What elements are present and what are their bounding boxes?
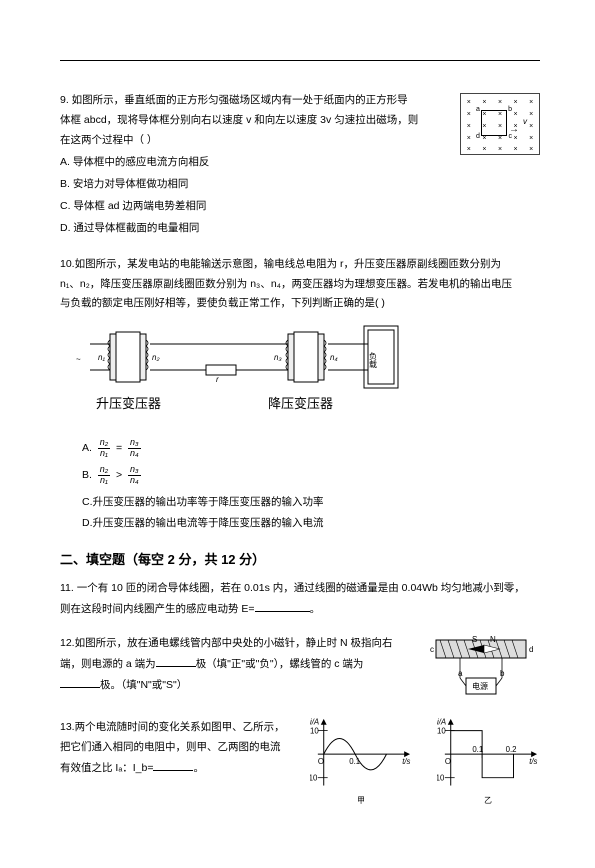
svg-text:b: b — [500, 669, 505, 678]
svg-text:负载: 负载 — [369, 351, 378, 369]
svg-text:O: O — [318, 757, 324, 766]
svg-text:n₄: n₄ — [330, 353, 338, 362]
figure-13: i/A t/s 10 -10 O 0.1 甲 i/A t/s — [310, 714, 540, 814]
svg-text:电源: 电源 — [472, 681, 488, 691]
svg-text:O: O — [445, 757, 451, 766]
svg-text:-10: -10 — [310, 774, 318, 783]
svg-text:n₃: n₃ — [274, 353, 282, 362]
q9-options: A. 导体框中的感应电流方向相反 B. 安培力对导体框做功相同 C. 导体框 a… — [60, 153, 540, 239]
figure-12-solenoid: S N c d a b 电源 — [430, 634, 540, 704]
svg-text:r: r — [216, 375, 219, 384]
figure-9: ××××× ××××× ××××× ××××× ××××× a b c d → … — [460, 93, 540, 155]
svg-text:d: d — [529, 645, 533, 654]
svg-text:n₁: n₁ — [98, 353, 105, 362]
q10-stem-1: 10.如图所示，某发电站的电能输送示意图，输电线总电阻为 r，升压变压器原副线圈… — [60, 255, 540, 275]
q11-line-1: 11. 一个有 10 匝的闭合导体线圈，若在 0.01s 内，通过线圈的磁通量是… — [60, 579, 540, 599]
q11-line-2: 则在这段时间内线圈产生的感应电动势 E=。 — [60, 599, 540, 620]
question-12: S N c d a b 电源 12.如图所示，放在通电螺线管内部中央处的小磁针，… — [60, 634, 540, 704]
svg-text:i/A: i/A — [310, 718, 319, 727]
svg-text:10: 10 — [437, 727, 446, 736]
svg-text:0.2: 0.2 — [506, 745, 517, 754]
q10-opt-d: D.升压变压器的输出电流等于降压变压器的输入电流 — [82, 514, 540, 534]
svg-text:降压变压器: 降压变压器 — [268, 396, 333, 411]
q9-opt-b: B. 安培力对导体框做功相同 — [60, 175, 540, 195]
q10-stem-2: n₁、n₂，降压变压器原副线圈匝数分别为 n₃、n₄，两变压器均为理想变压器。若… — [60, 275, 540, 295]
question-13: i/A t/s 10 -10 O 0.1 甲 i/A t/s — [60, 718, 540, 814]
figure-13-a: i/A t/s 10 -10 O 0.1 甲 — [310, 714, 413, 809]
svg-text:升压变压器: 升压变压器 — [96, 396, 161, 411]
svg-text:S: S — [472, 635, 477, 644]
svg-text:i/A: i/A — [437, 718, 446, 727]
q9-opt-c: C. 导体框 ad 边两端电势差相同 — [60, 197, 540, 217]
svg-text:0.1: 0.1 — [349, 757, 360, 766]
q10-opt-b: B. n₂n₁ > n₃n₄ — [82, 465, 540, 486]
svg-text:N: N — [490, 635, 496, 644]
svg-text:n₂: n₂ — [152, 353, 160, 362]
q9-opt-d: D. 通过导体框截面的电量相同 — [60, 219, 540, 239]
section-2-title: 二、填空题（每空 2 分，共 12 分） — [60, 548, 540, 573]
question-11: 11. 一个有 10 匝的闭合导体线圈，若在 0.01s 内，通过线圈的磁通量是… — [60, 579, 540, 620]
q10-opt-a: A. n₂n₁ = n₃n₄ — [82, 438, 540, 459]
svg-text:~: ~ — [76, 355, 81, 364]
figure-13-b: i/A t/s 10 -10 O 0.1 0.2 乙 — [437, 714, 540, 809]
svg-text:-10: -10 — [437, 774, 445, 783]
q10-opt-c: C.升压变压器的输出功率等于降压变压器的输入功率 — [82, 493, 540, 513]
figure-10-transformer: ~ n₁ n₂ r n₃ n₄ — [68, 322, 448, 422]
question-9: ××××× ××××× ××××× ××××× ××××× a b c d → … — [60, 91, 540, 241]
svg-text:甲: 甲 — [357, 796, 365, 805]
svg-text:乙: 乙 — [484, 796, 492, 805]
svg-text:a: a — [458, 669, 463, 678]
svg-text:c: c — [430, 645, 434, 654]
q10-stem-3: 与负载的额定电压刚好相等，要使负载正常工作，下列判断正确的是( ) — [60, 294, 540, 314]
question-10: 10.如图所示，某发电站的电能输送示意图，输电线总电阻为 r，升压变压器原副线圈… — [60, 255, 540, 535]
svg-text:t/s: t/s — [402, 757, 410, 766]
svg-text:t/s: t/s — [529, 757, 537, 766]
svg-text:0.1: 0.1 — [472, 745, 483, 754]
svg-text:10: 10 — [310, 727, 319, 736]
